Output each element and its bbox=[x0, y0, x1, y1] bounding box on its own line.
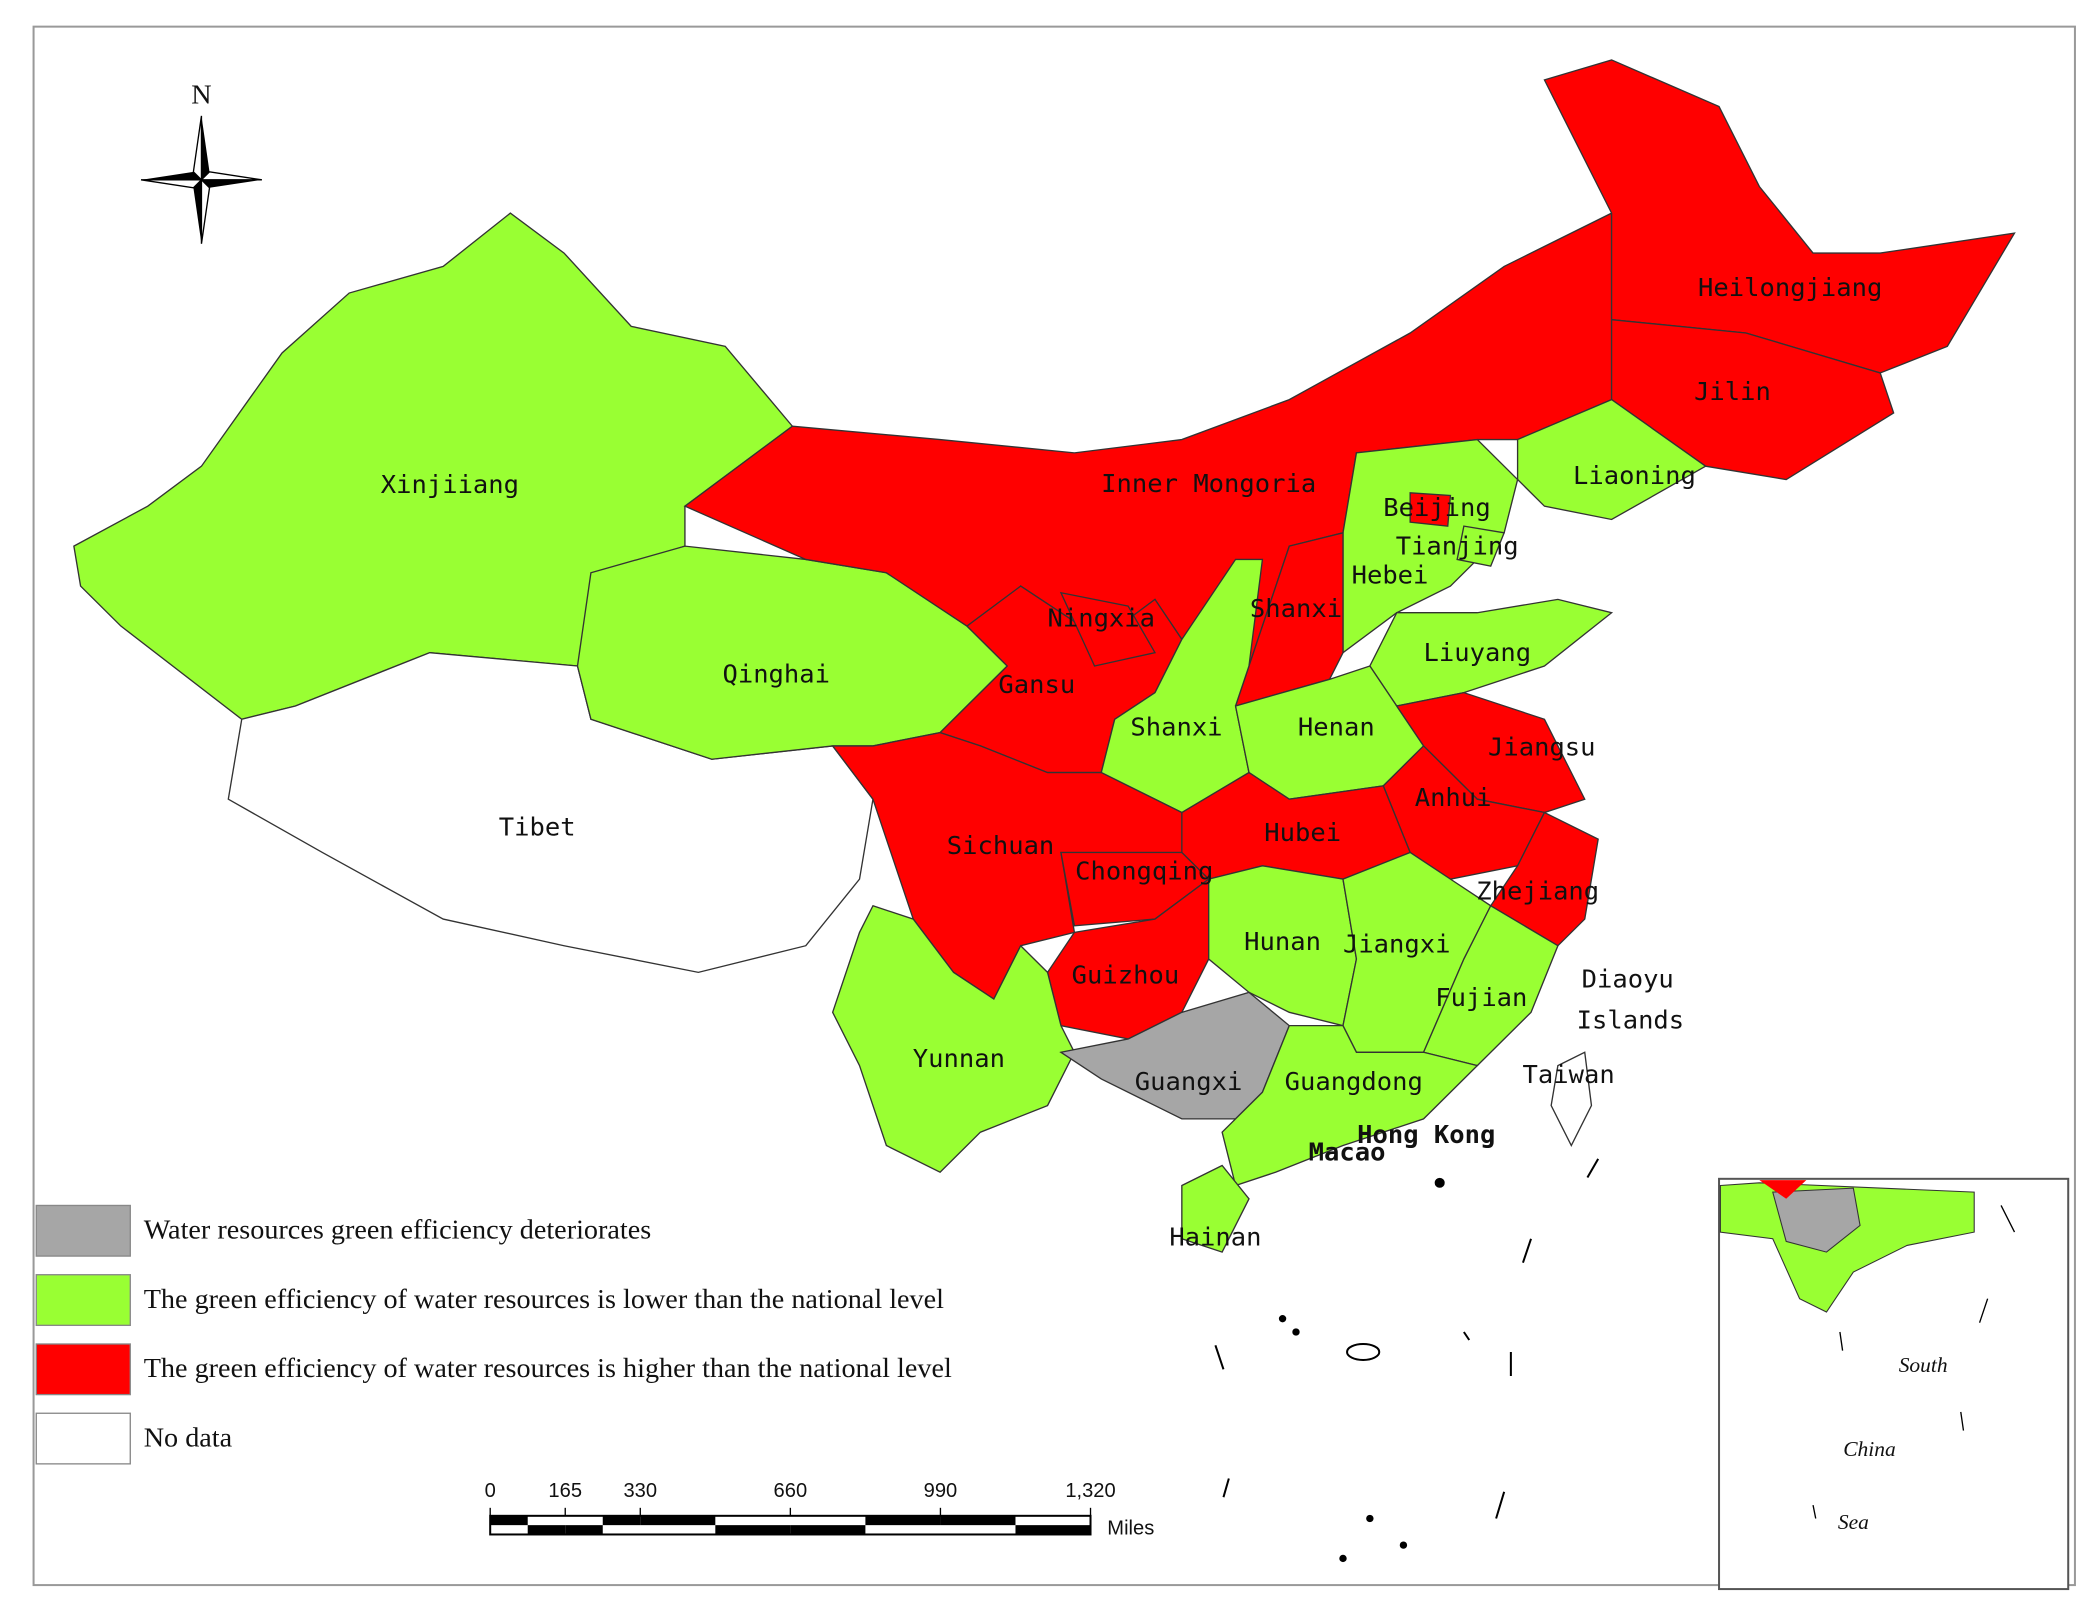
province-label: Hubei bbox=[1264, 817, 1341, 847]
province-label: Shanxi bbox=[1130, 712, 1222, 742]
labels: Xinjiiang Tibet Qinghai Inner Mongoria Heilo… bbox=[381, 272, 1883, 1252]
scale-segment bbox=[865, 1515, 941, 1526]
province-label: Fujian bbox=[1435, 982, 1527, 1012]
province-label: Beijing bbox=[1383, 492, 1491, 522]
province bbox=[1550, 1051, 1593, 1148]
scale-segment bbox=[1015, 1525, 1091, 1535]
province-label: Jiangsu bbox=[1488, 732, 1596, 762]
province-label: Sichuan bbox=[947, 830, 1055, 860]
province-label: Henan bbox=[1298, 712, 1375, 742]
province-label: Heilongjiang bbox=[1698, 272, 1882, 302]
scale-segment bbox=[490, 1515, 528, 1526]
provinces bbox=[73, 59, 2016, 1253]
scale-tick-label: 1,320 bbox=[1065, 1480, 1115, 1502]
province-label: Zhejiang bbox=[1476, 876, 1599, 906]
map-frame: Xinjiiang Tibet Qinghai Inner Mongoria Heilo… bbox=[32, 25, 2076, 1591]
province-label: Hainan bbox=[1169, 1222, 1261, 1252]
province-label: Xinjiiang bbox=[381, 469, 519, 499]
scale-tick-label: 660 bbox=[774, 1480, 808, 1502]
scale-segment bbox=[527, 1525, 566, 1535]
inset-label: China bbox=[1843, 1437, 1896, 1461]
legend-swatch bbox=[35, 1343, 131, 1396]
province-label: Taiwan bbox=[1523, 1059, 1615, 1089]
province-label: Anhui bbox=[1415, 782, 1492, 812]
inset-label: South bbox=[1899, 1353, 1948, 1377]
province-label: Inner Mongoria bbox=[1101, 468, 1316, 498]
legend-swatch bbox=[35, 1274, 131, 1327]
scale-segment bbox=[940, 1515, 1016, 1526]
inset-map: South China Sea bbox=[1718, 1177, 2070, 1591]
province-label: Chongqing bbox=[1075, 856, 1213, 886]
province-label: Tibet bbox=[499, 812, 576, 842]
province-label: Guizhou bbox=[1072, 959, 1180, 989]
scale-segment bbox=[640, 1515, 716, 1526]
legend-label: The green efficiency of water resources … bbox=[144, 1353, 952, 1384]
legend: Water resources green efficiency deterio… bbox=[35, 1204, 952, 1465]
legend-swatch bbox=[35, 1412, 131, 1465]
place-label: Diaoyu bbox=[1582, 963, 1674, 993]
legend-label: No data bbox=[144, 1422, 233, 1453]
province-label: Guangxi bbox=[1135, 1066, 1243, 1096]
scale-segment bbox=[715, 1525, 791, 1535]
scale-tick-label: 165 bbox=[548, 1480, 582, 1502]
scale-segment bbox=[790, 1525, 866, 1535]
province bbox=[227, 652, 874, 974]
border bbox=[32, 25, 2076, 1587]
province-label: Liuyang bbox=[1424, 637, 1532, 667]
scale-tick-label: 330 bbox=[623, 1480, 657, 1502]
province bbox=[1221, 1024, 1479, 1187]
place-label: Islands bbox=[1577, 1005, 1685, 1035]
scale-tick-label: 0 bbox=[485, 1480, 496, 1502]
legend-swatch bbox=[35, 1204, 131, 1257]
scale-segment bbox=[602, 1515, 641, 1526]
compass-label: N bbox=[191, 80, 211, 111]
scale-tick-label: 990 bbox=[924, 1480, 958, 1502]
scale-bar: 0 165 330 660 990 1,320 Miles bbox=[485, 1480, 1155, 1539]
province-label: Shanxi bbox=[1250, 593, 1342, 623]
province bbox=[1456, 525, 1506, 567]
province-label: Hunan bbox=[1244, 926, 1321, 956]
province bbox=[1409, 492, 1452, 527]
province-label: Jilin bbox=[1694, 376, 1771, 406]
province-label: Gansu bbox=[998, 669, 1075, 699]
province-label: Tianjing bbox=[1396, 531, 1519, 561]
province bbox=[1181, 1164, 1250, 1253]
scale-unit: Miles bbox=[1107, 1518, 1154, 1540]
place-label: Macao bbox=[1309, 1137, 1386, 1167]
place-label: Hong Kong bbox=[1357, 1119, 1495, 1149]
scale-segment bbox=[565, 1525, 603, 1535]
province-label: Ningxia bbox=[1048, 602, 1156, 632]
province-label: Liaoning bbox=[1573, 460, 1696, 490]
province-label: Qinghai bbox=[722, 658, 830, 688]
province-label: Yunnan bbox=[913, 1043, 1005, 1073]
province-label: Jiangxi bbox=[1343, 929, 1451, 959]
islands bbox=[1214, 1158, 1600, 1563]
province-label: Hebei bbox=[1352, 560, 1429, 590]
province-label: Guangdong bbox=[1285, 1066, 1423, 1096]
legend-label: Water resources green efficiency deterio… bbox=[144, 1215, 652, 1246]
compass: N bbox=[140, 80, 262, 244]
province bbox=[831, 904, 1076, 1173]
province bbox=[1059, 591, 1157, 667]
legend-label: The green efficiency of water resources … bbox=[144, 1284, 944, 1315]
inset-label: Sea bbox=[1838, 1510, 1869, 1534]
